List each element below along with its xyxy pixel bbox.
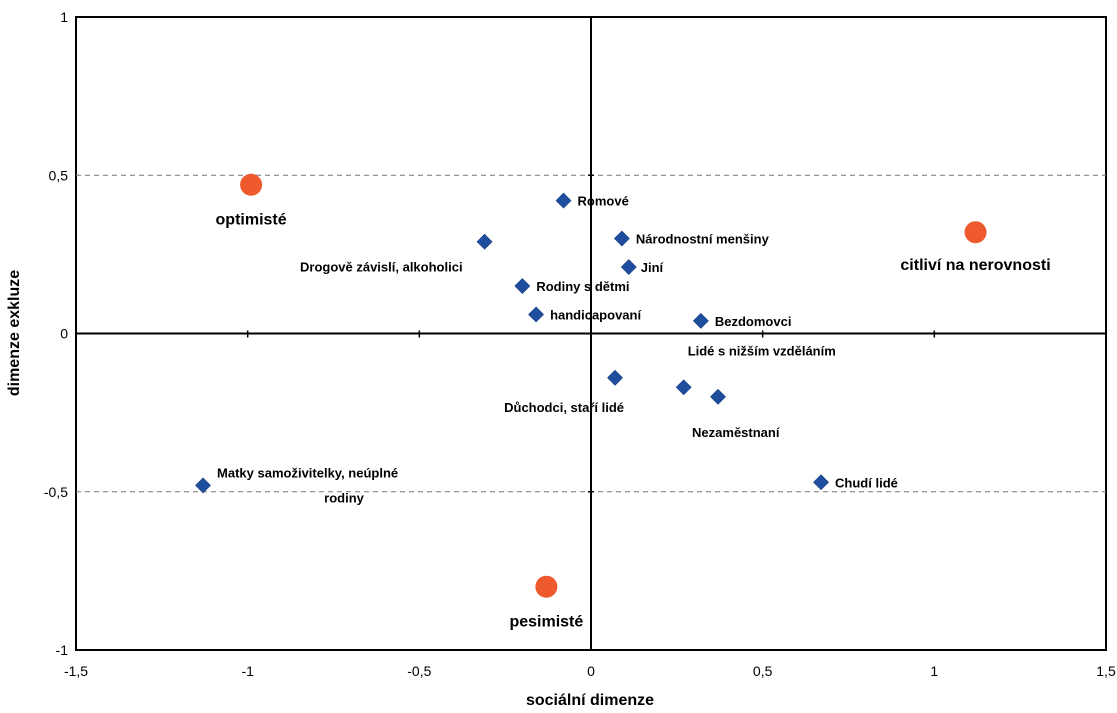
y-tick-label: 0,5 <box>49 167 69 183</box>
item-label-drogove-zavisli-alkoholici: Drogově závislí, alkoholici <box>300 260 463 275</box>
group-point-optimiste <box>240 173 263 196</box>
group-point-pesimiste <box>535 575 558 598</box>
x-tick-label: -1 <box>241 663 254 679</box>
item-label-chudi-lide: Chudí lidé <box>835 475 898 490</box>
item-label-lide-s-nizsim-vzdelanim: Lidé s nižším vzděláním <box>688 343 836 358</box>
item-point-matky-samozivitelky-neuplne-rodiny <box>195 477 211 494</box>
x-tick-label: 1,5 <box>1096 663 1116 679</box>
x-tick-label: -1,5 <box>64 663 88 679</box>
item-label-nezamestnani: Nezaměstnaní <box>692 425 780 440</box>
item-point-narodnostni-mensiny <box>613 230 630 247</box>
item-point-nezamestnani <box>710 388 726 405</box>
item-point-drogove-zavisli-alkoholici <box>476 233 493 250</box>
item-label-romove: Romové <box>578 194 629 209</box>
item-label-matky-samozivitelky-neuplne-rodiny-line2: rodiny <box>324 490 364 505</box>
y-axis-ticks: -1 -0,5 0 0,5 1 <box>44 9 594 658</box>
x-tick-label: 1 <box>930 663 938 679</box>
item-point-duchodci-stari-lide <box>607 369 623 386</box>
item-label-narodnostni-mensiny: Národnostní menšiny <box>636 232 770 247</box>
item-point-chudi-lide <box>813 474 829 491</box>
y-tick-label: -0,5 <box>44 484 68 500</box>
item-point-handicapovani <box>528 306 544 323</box>
item-label-matky-samozivitelky-neuplne-rodiny: Matky samoživitelky, neúplné <box>217 465 398 480</box>
x-tick-label: -0,5 <box>407 663 431 679</box>
item-point-rodiny-s-detmi <box>514 278 531 294</box>
group-label-pesimiste: pesimisté <box>509 614 583 631</box>
y-tick-label: -1 <box>56 642 69 658</box>
group-label-optimiste: optimisté <box>216 212 287 229</box>
x-axis-ticks: -1,5 -1 -0,5 0 0,5 1 1,5 <box>64 330 1116 679</box>
data-points <box>195 173 987 598</box>
item-point-jini <box>620 259 637 275</box>
y-tick-label: 1 <box>60 9 68 25</box>
x-tick-label: 0 <box>587 663 595 679</box>
group-label-citlivi-na-nerovnosti: citliví na nerovnosti <box>900 257 1050 274</box>
x-axis-title: sociální dimenze <box>526 692 654 709</box>
item-point-romove <box>555 192 572 209</box>
item-label-duchodci-stari-lide: Důchodci, staří lidé <box>504 400 624 415</box>
x-tick-label: 0,5 <box>753 663 773 679</box>
data-labels: Romové Národnostní menšiny Drogově závislí… <box>216 194 1051 631</box>
item-label-handicapovani: handicapovaní <box>550 308 641 323</box>
y-axis-title: dimenze exkluze <box>6 270 23 396</box>
item-point-bezdomovci <box>692 312 709 329</box>
group-point-citlivi-na-nerovnosti <box>964 221 987 244</box>
item-label-jini: Jiní <box>641 260 664 275</box>
y-tick-label: 0 <box>60 326 68 342</box>
item-label-rodiny-s-detmi: Rodiny s dětmi <box>536 279 629 294</box>
item-point-lide-s-nizsim-vzdelanim <box>675 379 692 396</box>
item-label-bezdomovci: Bezdomovci <box>715 314 792 329</box>
